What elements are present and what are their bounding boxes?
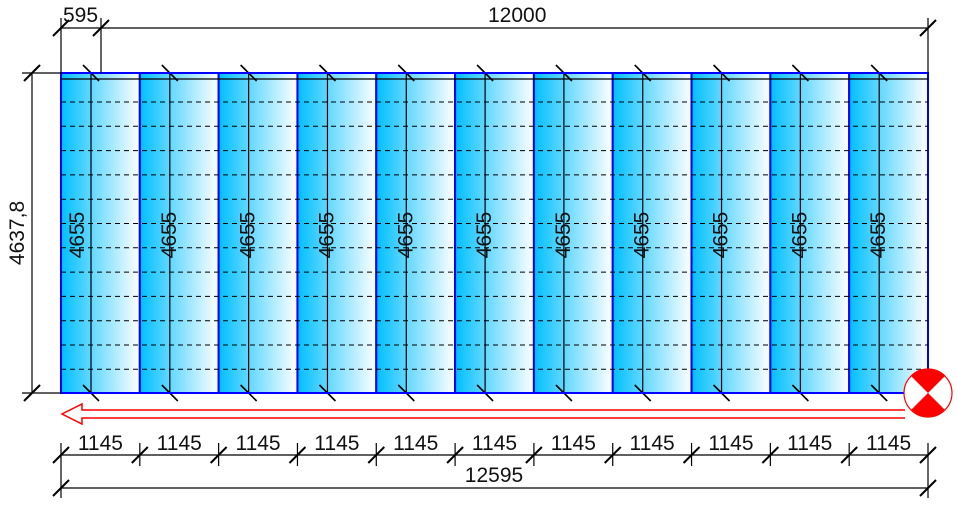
- dimension-tick: [840, 446, 858, 464]
- panel-length-label: 4655: [315, 212, 338, 259]
- roof-panel: [611, 72, 693, 394]
- panel-length-label: 4655: [394, 212, 417, 259]
- start-point-marker-icon: [903, 368, 953, 418]
- dimension-tick: [52, 479, 70, 497]
- dimension-tick: [525, 446, 543, 464]
- dim-top-offset: 595: [63, 4, 98, 27]
- dim-top-total: 12000: [488, 4, 546, 27]
- dimension-tick: [761, 446, 780, 464]
- dimension-tick: [209, 446, 228, 464]
- dimension-tick: [367, 446, 385, 464]
- dim-bottom-total: 12595: [465, 464, 523, 487]
- segment-label: 1145: [630, 432, 675, 455]
- panel-length-label: 4655: [552, 212, 575, 259]
- panel-length-label: 4655: [237, 212, 260, 259]
- dimension-lines: [22, 18, 937, 498]
- segment-label: 1145: [551, 432, 596, 455]
- dimension-tick: [52, 19, 70, 37]
- dimension-tick: [23, 64, 41, 82]
- panels-outline: [60, 72, 929, 394]
- dimension-tick: [919, 19, 937, 37]
- segment-label: 1145: [866, 432, 911, 455]
- panel-length-label: 4655: [631, 212, 654, 259]
- segment-label: 1145: [157, 432, 202, 455]
- panel-length-label: 4655: [867, 212, 890, 259]
- dimension-tick: [682, 446, 701, 464]
- dimension-tick: [919, 446, 937, 464]
- panel-length-label: 4655: [473, 212, 496, 259]
- segment-label: 1145: [787, 432, 832, 455]
- panel-length-label: 4655: [788, 212, 811, 259]
- segment-label: 1145: [708, 432, 753, 455]
- segment-label: 1145: [393, 432, 438, 455]
- dimension-tick: [23, 384, 41, 402]
- dashed-grid-lines: [61, 78, 928, 370]
- segment-label: 1145: [314, 432, 359, 455]
- segment-label: 1145: [472, 432, 517, 455]
- dimension-tick: [604, 446, 622, 464]
- panel-labels: 4655 4655 4655 4655 4655 4655 4655 4655 4655 4655…: [66, 212, 890, 259]
- laying-direction-arrow-icon: [60, 402, 905, 426]
- panel-length-label: 4655: [66, 212, 89, 259]
- dimension-tick: [919, 479, 937, 497]
- dimension-tick: [288, 446, 307, 464]
- dimension-tick: [92, 19, 110, 37]
- dimension-tick: [52, 446, 70, 464]
- dimension-tick: [446, 446, 464, 464]
- panel-length-label: 4655: [158, 212, 181, 259]
- panel-length-label: 4655: [710, 212, 733, 259]
- dimension-tick: [131, 446, 149, 464]
- segment-label: 1145: [235, 432, 280, 455]
- bottom-segment-labels: 1145 1145 1145 1145 1145 1145 1145 1145 1145 1145…: [78, 432, 911, 455]
- segment-label: 1145: [78, 432, 123, 455]
- dim-left-height: 4637,8: [6, 201, 29, 265]
